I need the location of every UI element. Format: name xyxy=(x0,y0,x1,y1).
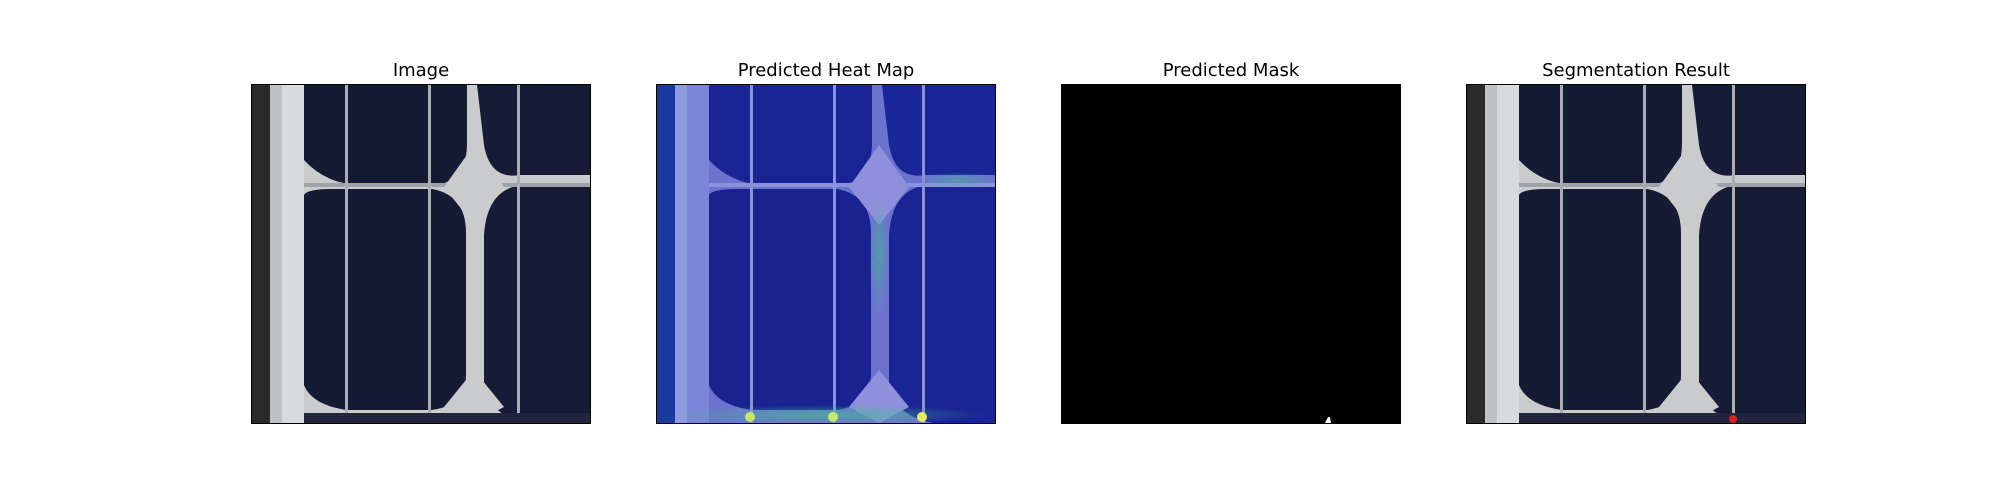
panel-title-image: Image xyxy=(392,60,450,81)
panel-title-predicted-mask: Predicted Mask xyxy=(1162,60,1300,81)
panel-title-heat-map: Predicted Heat Map xyxy=(737,60,915,81)
image-frame xyxy=(251,84,591,424)
heat-map-overlay xyxy=(657,85,995,423)
heat-map-frame xyxy=(656,84,996,424)
panel-segmentation-result: Segmentation Result xyxy=(1466,58,1806,424)
binary-mask xyxy=(1062,85,1400,423)
panel-image: Image xyxy=(251,58,591,424)
mask-frame xyxy=(1061,84,1401,424)
panel-heat-map: Predicted Heat Map xyxy=(656,58,996,424)
solar-cell-photo xyxy=(252,85,590,423)
segmentation-overlay xyxy=(1467,85,1805,423)
defect-marker xyxy=(1729,415,1737,423)
panel-predicted-mask: Predicted Mask xyxy=(1061,58,1401,424)
panel-title-segmentation-result: Segmentation Result xyxy=(1542,60,1730,81)
segmentation-frame xyxy=(1466,84,1806,424)
